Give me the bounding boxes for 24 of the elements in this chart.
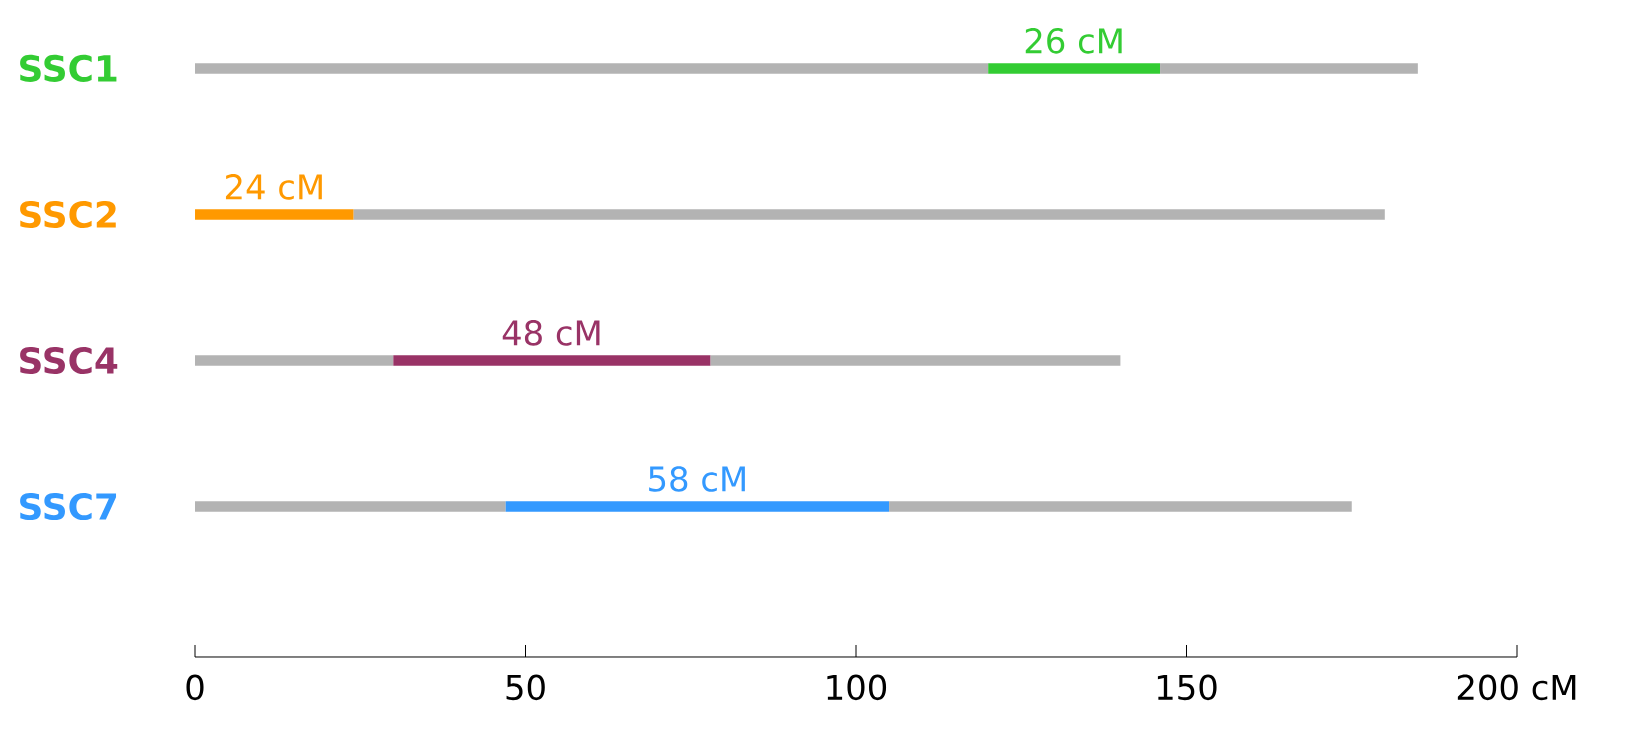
- x-tick-label: 100: [827, 674, 887, 701]
- x-tick-label: 200 cM: [1457, 674, 1576, 701]
- y-tick-label: SSC4: [20, 346, 118, 375]
- data-label: 24 cM: [225, 174, 322, 200]
- bar: [710, 355, 1121, 366]
- x-tick-label: 150: [1157, 674, 1217, 701]
- bar: [195, 355, 394, 366]
- data-label: 48 cM: [502, 320, 600, 346]
- bar: [195, 501, 506, 512]
- y-tick-label: SSC7: [20, 493, 117, 521]
- bar: [1160, 63, 1418, 74]
- x-tick-label: 50: [506, 674, 545, 701]
- bar: [195, 209, 354, 220]
- bar: [353, 209, 1385, 220]
- data-label: 58 cM: [649, 466, 745, 492]
- bar: [988, 63, 1161, 74]
- data-label: 26 cM: [1025, 28, 1122, 54]
- bar: [393, 355, 711, 366]
- bar: [195, 63, 989, 74]
- y-tick-label: SSC1: [20, 54, 117, 82]
- x-tick-label: 0: [186, 674, 204, 701]
- bar: [505, 501, 890, 512]
- bar: [889, 501, 1352, 512]
- y-tick-label: SSC2: [20, 200, 116, 229]
